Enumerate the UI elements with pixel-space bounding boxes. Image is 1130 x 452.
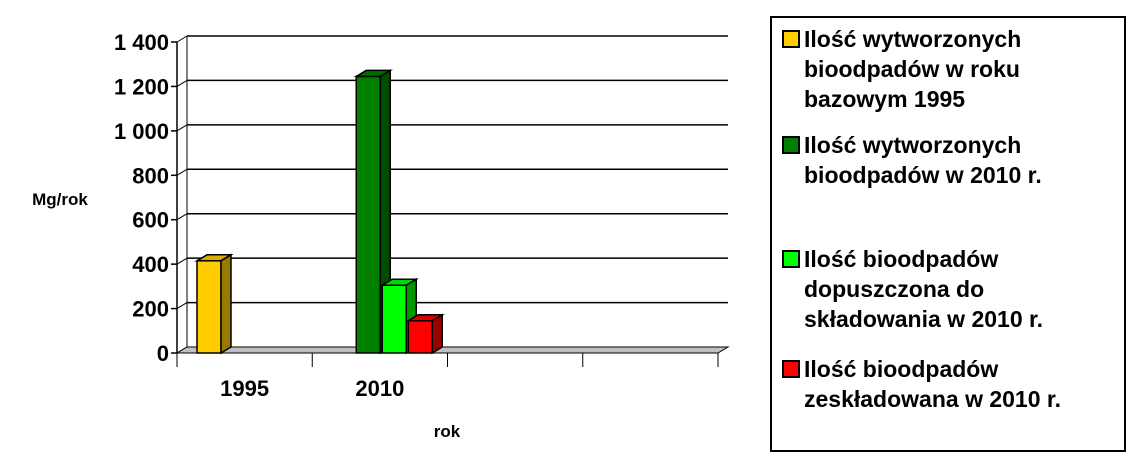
bar-front: [196, 260, 222, 354]
legend-swatch-red: [782, 360, 800, 378]
legend-swatch-dark-green: [782, 136, 800, 154]
tick-labels: 0 200 400 600 800 1 000 1 200 1 400 1995 2010: [114, 30, 404, 401]
y-tick-label: 400: [132, 252, 169, 277]
bar-side: [220, 253, 232, 355]
gridline-side: [176, 302, 188, 310]
bar-front: [407, 320, 433, 354]
y-tick-label: 800: [132, 163, 169, 188]
bar: [405, 313, 445, 355]
y-tick-label: 1 200: [114, 74, 169, 99]
gridline-side: [176, 257, 188, 265]
legend: Ilość wytworzonych bioodpadów w roku baz…: [770, 16, 1126, 452]
bar-front: [381, 284, 407, 354]
x-axis-label: rok: [434, 422, 461, 441]
bar-front: [355, 75, 381, 354]
chart-floor: [175, 346, 730, 354]
legend-item: Ilość wytworzonych bioodpadów w 2010 r.: [782, 130, 1042, 190]
gridlines: [176, 35, 728, 354]
legend-item: Ilość bioodpadów dopuszczona do składowa…: [782, 244, 1043, 334]
axes: [171, 36, 730, 367]
legend-item: Ilość bioodpadów zeskładowana w 2010 r.: [782, 354, 1061, 414]
gridline-side: [176, 79, 188, 87]
bar: [194, 253, 234, 355]
legend-label: Ilość bioodpadów zeskładowana w 2010 r.: [804, 356, 1061, 412]
bar: [379, 277, 419, 355]
x-tick-label: 2010: [355, 376, 404, 401]
gridline-side: [176, 35, 188, 43]
bar-side: [431, 313, 443, 355]
gridline-side: [176, 168, 188, 176]
x-tick-label: 1995: [220, 376, 269, 401]
legend-item: Ilość wytworzonych bioodpadów w roku baz…: [782, 24, 1021, 114]
y-tick-label: 200: [132, 297, 169, 322]
legend-swatch-light-green: [782, 250, 800, 268]
gridline-side: [176, 213, 188, 221]
y-tick-label: 1 400: [114, 30, 169, 55]
y-tick-label: 600: [132, 208, 169, 233]
bar: [353, 69, 393, 355]
gridline-side: [176, 124, 188, 132]
legend-label: Ilość wytworzonych bioodpadów w roku baz…: [804, 26, 1022, 112]
y-axis-label: Mg/rok: [32, 190, 88, 209]
y-tick-label: 1 000: [114, 119, 169, 144]
legend-label: Ilość bioodpadów dopuszczona do składowa…: [804, 246, 1044, 332]
bar-chart: 0 200 400 600 800 1 000 1 200 1 400 1995 2010 Mg/…: [32, 30, 730, 441]
legend-label: Ilość wytworzonych bioodpadów w 2010 r.: [804, 132, 1042, 188]
y-tick-label: 0: [157, 341, 169, 366]
bars: [194, 69, 445, 355]
legend-swatch-yellow: [782, 30, 800, 48]
